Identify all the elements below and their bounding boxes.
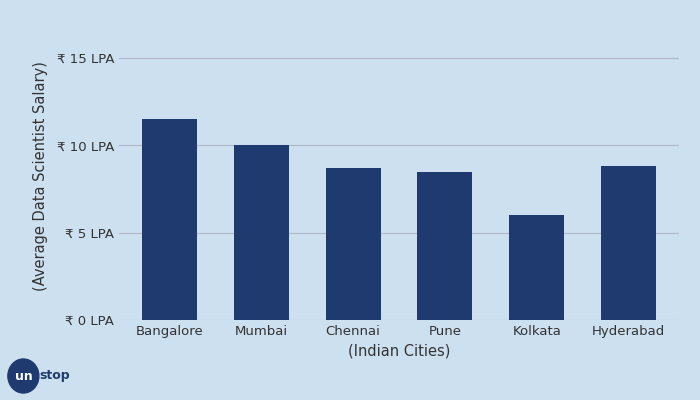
Bar — [509, 215, 564, 320]
Y-axis label: (Average Data Scientist Salary): (Average Data Scientist Salary) — [34, 61, 48, 291]
Text: stop: stop — [40, 370, 71, 382]
Bar — [142, 119, 197, 320]
X-axis label: (Indian Cities): (Indian Cities) — [348, 344, 450, 358]
Bar — [417, 172, 473, 320]
Bar — [326, 168, 381, 320]
Bar — [601, 166, 656, 320]
Bar — [234, 146, 289, 320]
Circle shape — [8, 359, 39, 393]
Text: un: un — [15, 370, 32, 382]
